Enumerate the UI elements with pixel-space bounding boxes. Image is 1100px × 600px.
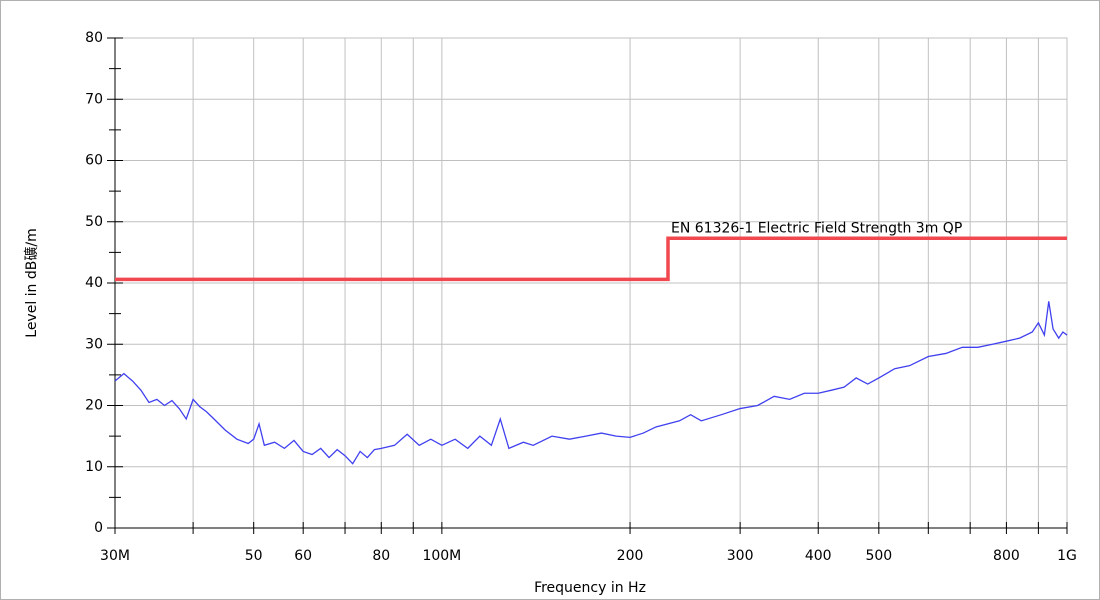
- y-tick-label: 60: [85, 153, 103, 169]
- x-tick-label: 800: [993, 548, 1020, 564]
- x-tick-label: 60: [294, 548, 312, 564]
- x-tick-label: 100M: [422, 548, 461, 564]
- x-axis-label: Frequency in Hz: [534, 580, 646, 596]
- x-tick-label: 1G: [1057, 548, 1077, 564]
- y-tick-label: 10: [85, 459, 103, 475]
- limit-label: EN 61326-1 Electric Field Strength 3m QP: [671, 220, 962, 236]
- x-tick-label: 50: [245, 548, 263, 564]
- y-tick-label: 80: [85, 30, 103, 46]
- x-tick-label: 300: [727, 548, 754, 564]
- y-tick-label: 40: [85, 275, 103, 291]
- y-axis-label: Level in dB礦/m: [23, 228, 40, 337]
- x-tick-label: 400: [805, 548, 832, 564]
- limit-line: [115, 236, 1067, 282]
- x-tick-label: 80: [372, 548, 390, 564]
- trace-line: [114, 301, 1068, 465]
- y-tick-label: 50: [85, 214, 103, 230]
- y-tick-label: 30: [85, 336, 103, 352]
- x-tick-label: 500: [865, 548, 892, 564]
- x-tick-label: 30M: [100, 548, 130, 564]
- y-tick-label: 70: [85, 91, 103, 107]
- y-tick-label: 0: [94, 520, 103, 536]
- y-tick-label: 20: [85, 398, 103, 414]
- x-tick-label: 200: [617, 548, 644, 564]
